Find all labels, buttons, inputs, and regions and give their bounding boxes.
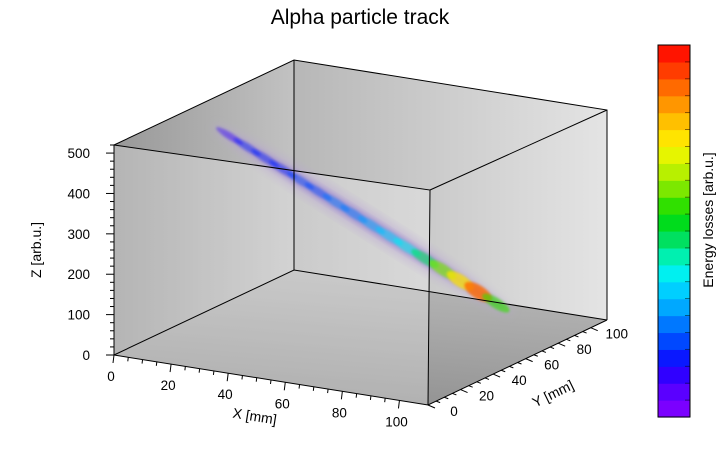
colorbar-segment [658, 366, 690, 384]
colorbar-segment [658, 180, 690, 198]
y-tick-mark [526, 359, 533, 362]
x-minor-tick [385, 398, 386, 402]
x-minor-tick [156, 362, 157, 366]
y-minor-tick [485, 378, 489, 380]
y-minor-tick [574, 335, 578, 337]
box-front-face [114, 145, 430, 405]
x-minor-tick [185, 366, 186, 370]
colorbar-segment [658, 197, 690, 215]
y-tick-mark [493, 374, 500, 377]
y-minor-tick [436, 401, 440, 403]
x-minor-tick [370, 396, 371, 400]
plot-box [114, 60, 607, 405]
x-minor-tick [242, 375, 243, 379]
y-minor-tick [534, 355, 538, 357]
y-tick-label: 40 [512, 373, 527, 388]
colorbar [658, 45, 690, 418]
y-tick-label: 100 [605, 327, 628, 342]
y-minor-tick [566, 339, 570, 341]
z-tick-label: 0 [82, 348, 90, 363]
x-tick-label: 20 [161, 378, 176, 393]
x-minor-tick [142, 360, 143, 364]
y-minor-tick [518, 363, 522, 365]
y-minor-tick [583, 332, 587, 334]
y-tick-mark [461, 390, 468, 393]
x-tick-label: 100 [385, 414, 408, 429]
chart-title: Alpha particle track [271, 6, 450, 29]
x-minor-tick [256, 378, 257, 382]
colorbar-segment [658, 299, 690, 317]
z-tick-label: 200 [67, 267, 90, 282]
colorbar-segment [658, 163, 690, 181]
y-tick-label: 20 [479, 389, 494, 404]
colorbar-segment [658, 146, 690, 164]
z-tick-label: 300 [67, 227, 90, 242]
x-tick-label: 60 [275, 396, 290, 411]
colorbar-segment [658, 113, 690, 131]
colorbar-segment [658, 214, 690, 232]
colorbar-segment [658, 231, 690, 249]
colorbar-segment [658, 96, 690, 114]
x-tick-mark [284, 382, 285, 390]
y-minor-tick [542, 351, 546, 353]
y-tick-label: 0 [450, 404, 458, 419]
colorbar-segment [658, 332, 690, 350]
y-minor-tick [509, 366, 513, 368]
x-tick-mark [170, 364, 171, 372]
x-tick-label: 40 [218, 387, 233, 402]
x-tick-label: 0 [107, 369, 115, 384]
y-minor-tick [444, 397, 448, 399]
x-minor-tick [313, 387, 314, 391]
y-minor-tick [452, 393, 456, 395]
y-tick-mark [428, 405, 435, 408]
x-minor-tick [199, 369, 200, 373]
z-tick-label: 500 [67, 146, 90, 161]
colorbar-segment [658, 248, 690, 266]
x-minor-tick [328, 389, 329, 393]
y-axis-label: Y [mm] [529, 377, 576, 411]
x-minor-tick [356, 394, 357, 398]
y-tick-mark [558, 343, 565, 346]
colorbar-segment [658, 62, 690, 80]
x-tick-mark [227, 373, 228, 381]
colorbar-segment [658, 383, 690, 401]
x-minor-tick [299, 385, 300, 389]
x-tick-mark [341, 391, 342, 399]
x-tick-mark [398, 400, 399, 408]
colorbar-segment [658, 265, 690, 283]
x-axis-label: X [mm] [232, 405, 278, 428]
x-minor-tick [213, 371, 214, 375]
y-minor-tick [477, 382, 481, 384]
y-minor-tick [469, 386, 473, 388]
x-tick-label: 80 [332, 405, 347, 420]
colorbar-segment [658, 130, 690, 148]
colorbar-segment [658, 45, 690, 63]
z-tick-label: 100 [67, 308, 90, 323]
x-tick-mark [113, 355, 114, 363]
y-tick-mark [591, 328, 598, 331]
colorbar-segment [658, 282, 690, 300]
colorbar-segment [658, 316, 690, 334]
colorbar-segment [658, 79, 690, 97]
y-minor-tick [550, 347, 554, 349]
y-minor-tick [501, 370, 505, 372]
y-tick-label: 80 [577, 342, 592, 357]
z-axis-label: Z [arb.u.] [28, 222, 44, 278]
colorbar-segment [658, 400, 690, 418]
y-tick-label: 60 [544, 358, 559, 373]
z-tick-label: 400 [67, 186, 90, 201]
x-minor-tick [271, 380, 272, 384]
colorbar-segment [658, 349, 690, 367]
colorbar-label: Energy losses [arb.u.] [700, 152, 716, 287]
